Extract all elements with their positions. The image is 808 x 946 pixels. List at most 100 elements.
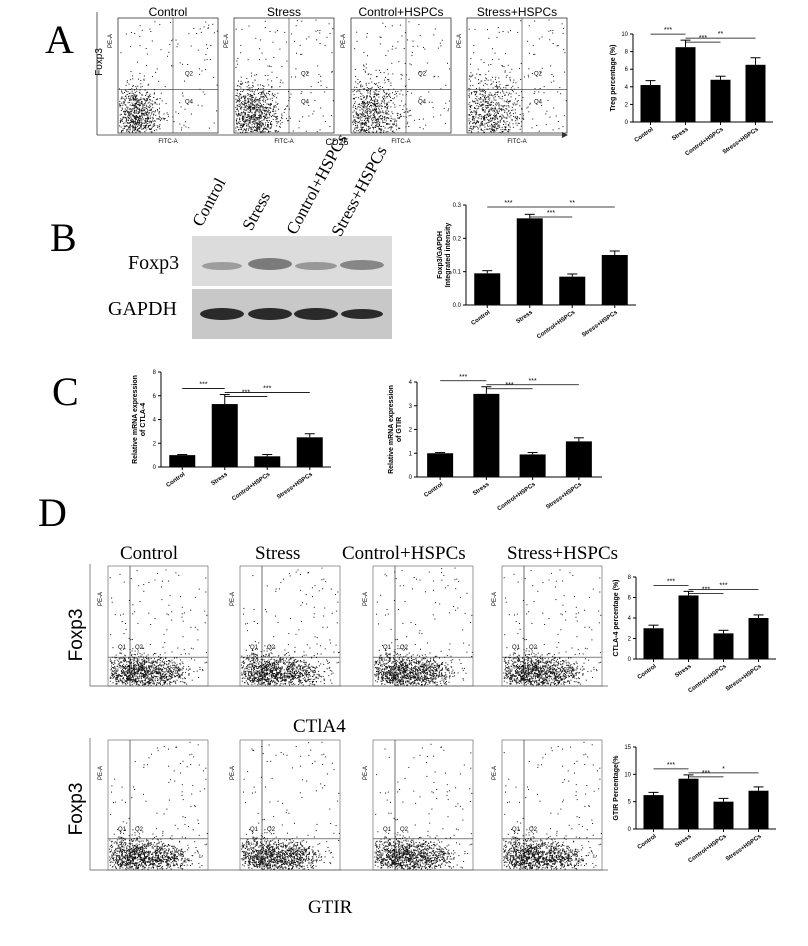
significance-label: ***: [719, 582, 727, 589]
y-tick-label: 6: [628, 596, 632, 602]
chart-c1: 0 2 4 6 8 Relative mRNA expression of CTLA-4 Co…: [132, 370, 331, 502]
flow-y-axis-label: PE-A: [108, 34, 114, 48]
significance-label: ***: [702, 586, 710, 593]
y-tick-label: 8: [153, 370, 157, 376]
quadrant-label: Q1: [512, 645, 521, 651]
category-label: Stress+HSPCs: [725, 663, 763, 692]
y-axis-label-line1: Relative mRNA expression: [388, 385, 395, 474]
flow-y-axis-label: PE-A: [363, 592, 369, 606]
quadrant-label: Q4: [185, 99, 194, 105]
y-tick-label: 0: [625, 120, 629, 126]
quadrant-label: Q2: [135, 827, 144, 833]
category-label: Stress: [674, 663, 693, 679]
flow-frame: [233, 17, 335, 134]
significance-label: ***: [664, 27, 672, 34]
lane-label-control: Control: [188, 174, 230, 230]
y-tick-label: 4: [625, 85, 629, 91]
quadrant-label: Q2: [301, 71, 310, 77]
category-label: Control: [165, 472, 186, 489]
flow-y-axis-label: PE-A: [224, 34, 230, 48]
flow-frame: [117, 17, 219, 134]
western-blot: [192, 236, 392, 339]
quadrant-label: Q2: [267, 645, 276, 651]
flow-y-axis-label: PE-A: [98, 766, 104, 780]
category-label: Control: [470, 310, 491, 327]
quadrant-label: Q2: [185, 71, 194, 77]
bar-1: [640, 85, 661, 122]
y-tick-label: 2: [153, 441, 157, 447]
flow-frame: [350, 17, 452, 134]
y-tick-label: 0: [628, 657, 632, 663]
significance-label: ***: [702, 770, 710, 777]
category-label: Control+HSPCs: [231, 471, 272, 502]
flow-plot-d1-3: Q1Q2FITC-APE-A: [363, 565, 474, 687]
flow-title: Stress+HSPCs: [477, 5, 557, 19]
y-tick-label: 2: [625, 102, 629, 108]
bar-2: [211, 404, 238, 467]
quadrant-label: Q2: [529, 827, 538, 833]
flow-frame: [466, 17, 568, 134]
quadrant-label: Q2: [534, 71, 543, 77]
flow-shared-y-label: Foxp3: [94, 48, 105, 76]
y-axis-label-line2: Integrated intensity: [445, 223, 452, 288]
bar-3: [559, 276, 586, 305]
panel-d-flow-row2: Q1Q2FITC-APE-AQ1Q2FITC-APE-AQ1Q2FITC-APE…: [68, 738, 608, 871]
quadrant-label: Q2: [267, 827, 276, 833]
significance-label: **: [570, 200, 576, 207]
bar-3: [710, 79, 731, 122]
chart-d1: 0 2 4 6 8 CTLA-4 percentage (%) Control StressC…: [613, 575, 776, 694]
d-row2-x-label: GTIR: [308, 897, 353, 918]
bar-2: [516, 218, 543, 305]
bar-2: [678, 595, 699, 659]
blot-row-label-foxp3: Foxp3: [128, 252, 180, 274]
y-tick-label: 0.0: [453, 303, 462, 309]
bar-2: [675, 47, 696, 123]
y-axis-label-line2: of CTLA-4: [140, 403, 147, 437]
foxp3-band-control-hspcs: [295, 262, 337, 270]
y-tick-label: 0: [409, 475, 413, 481]
bar-1: [427, 453, 454, 477]
flow-y-axis-label: PE-A: [457, 34, 463, 48]
bar-4: [748, 618, 769, 659]
quadrant-label: Q1: [383, 827, 392, 833]
panel-letter-c: C: [52, 369, 79, 414]
category-label: Control+HSPCs: [684, 126, 725, 157]
y-tick-label: 0: [153, 465, 157, 471]
category-label: Control+HSPCs: [687, 833, 728, 864]
category-label: Control+HSPCs: [536, 309, 577, 340]
flow-plot-d1-1: Q1Q2FITC-APE-A: [98, 565, 209, 687]
flow-shared-x-label: CD25: [325, 137, 348, 147]
y-tick-label: 10: [621, 32, 628, 38]
gapdh-band-stress-hspcs: [341, 309, 383, 319]
flow-y-axis-label: PE-A: [363, 766, 369, 780]
bar-3: [254, 456, 281, 467]
y-axis-label: GTIR Percentage(%: [613, 755, 620, 821]
y-axis-label-line2: of GTIR: [396, 417, 403, 442]
category-label: Stress: [674, 833, 693, 849]
quadrant-label: Q1: [250, 645, 259, 651]
significance-label: ***: [199, 382, 207, 389]
bar-4: [565, 441, 592, 477]
panel-d-flow-row1: Q1Q2FITC-APE-AQ1Q2FITC-APE-AQ1Q2FITC-APE…: [68, 564, 608, 687]
significance-label: **: [718, 31, 724, 38]
y-tick-label: 0.3: [453, 203, 462, 209]
quadrant-label: Q2: [400, 827, 409, 833]
significance-label: ***: [263, 386, 271, 393]
flow-plot-d2-2: Q1Q2FITC-APE-A: [230, 739, 341, 871]
flow-row-y-label: Foxp3: [68, 783, 87, 836]
foxp3-band-stress: [248, 258, 292, 270]
y-axis-label: Treg percentage (%): [610, 45, 617, 112]
d-title-control: Control: [120, 543, 179, 564]
x-axis-arrow: [562, 132, 568, 138]
bar-2: [678, 778, 699, 829]
category-label: Control: [423, 482, 444, 499]
quadrant-label: Q2: [400, 645, 409, 651]
bar-4: [296, 437, 323, 467]
quadrant-label: Q1: [383, 645, 392, 651]
panel-letter-d: D: [38, 490, 67, 535]
y-tick-label: 8: [628, 575, 632, 581]
category-label: Stress: [671, 126, 690, 142]
y-tick-label: 0: [628, 827, 632, 833]
y-axis-label-line1: Relative mRNA expression: [132, 375, 139, 464]
y-tick-label: 4: [153, 418, 157, 424]
